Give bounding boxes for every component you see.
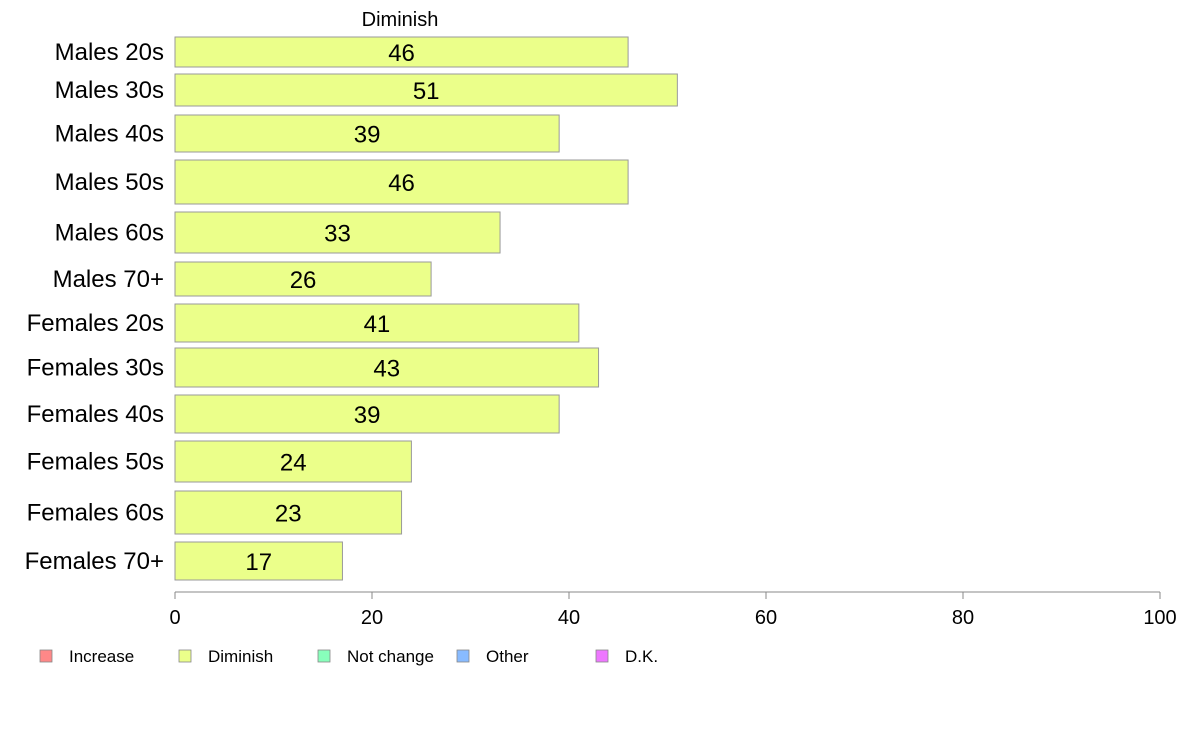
data-label: 39: [354, 122, 381, 149]
data-label: 46: [388, 40, 415, 67]
data-label: 46: [388, 170, 415, 197]
legend-label: Not change: [347, 647, 434, 666]
legend-label: Diminish: [208, 647, 273, 666]
bar: [174, 73, 678, 107]
legend-swatch: [595, 649, 609, 663]
x-tick-label: 100: [1143, 607, 1176, 629]
x-tick-label: 0: [169, 607, 180, 629]
category-label: Males 50s: [55, 169, 164, 196]
category-label: Males 30s: [55, 77, 164, 104]
bar: [174, 261, 432, 297]
category-label: Females 40s: [27, 401, 164, 428]
category-label: Males 60s: [55, 220, 164, 247]
data-label: 51: [413, 78, 440, 105]
bar: [174, 394, 560, 434]
x-tick-label: 80: [952, 607, 974, 629]
legend-swatch: [456, 649, 470, 663]
data-label: 43: [373, 356, 400, 383]
bar: [174, 490, 403, 535]
bar: [174, 114, 560, 153]
data-label: 24: [280, 450, 307, 477]
legend-swatch: [39, 649, 53, 663]
bar: [174, 440, 412, 483]
category-label: Males 70+: [53, 266, 164, 293]
data-label: 33: [324, 221, 351, 248]
category-label: Females 70+: [25, 548, 164, 575]
bar: [174, 211, 501, 254]
legend-label: Other: [486, 647, 529, 666]
category-label: Females 50s: [27, 449, 164, 476]
data-label: 23: [275, 501, 302, 528]
legend-label: D.K.: [625, 647, 658, 666]
category-label: Males 40s: [55, 121, 164, 148]
bars-layer: [174, 36, 678, 581]
bar: [174, 541, 343, 581]
data-label: 41: [364, 311, 391, 338]
x-tick-label: 20: [361, 607, 383, 629]
bar: [174, 347, 600, 388]
x-tick-label: 60: [755, 607, 777, 629]
chart-title: Diminish: [362, 9, 439, 31]
category-labels: Males 20s Males 30s Males 40s Males 50s Male…: [25, 39, 164, 575]
data-label: 39: [354, 402, 381, 429]
data-label: 17: [245, 549, 272, 576]
x-tick-label: 40: [558, 607, 580, 629]
bar: [174, 303, 580, 343]
legend-swatch: [317, 649, 331, 663]
legend-swatch: [178, 649, 192, 663]
category-label: Females 30s: [27, 355, 164, 382]
category-label: Females 20s: [27, 310, 164, 337]
category-label: Females 60s: [27, 500, 164, 527]
legend: Increase Diminish Not change Other D.K.: [39, 647, 658, 666]
x-axis: 0 20 40 60 80 100: [169, 591, 1177, 629]
legend-label: Increase: [69, 647, 134, 666]
data-label: 26: [290, 267, 317, 294]
bar: [174, 159, 629, 205]
bar: [174, 36, 629, 68]
category-label: Males 20s: [55, 39, 164, 66]
